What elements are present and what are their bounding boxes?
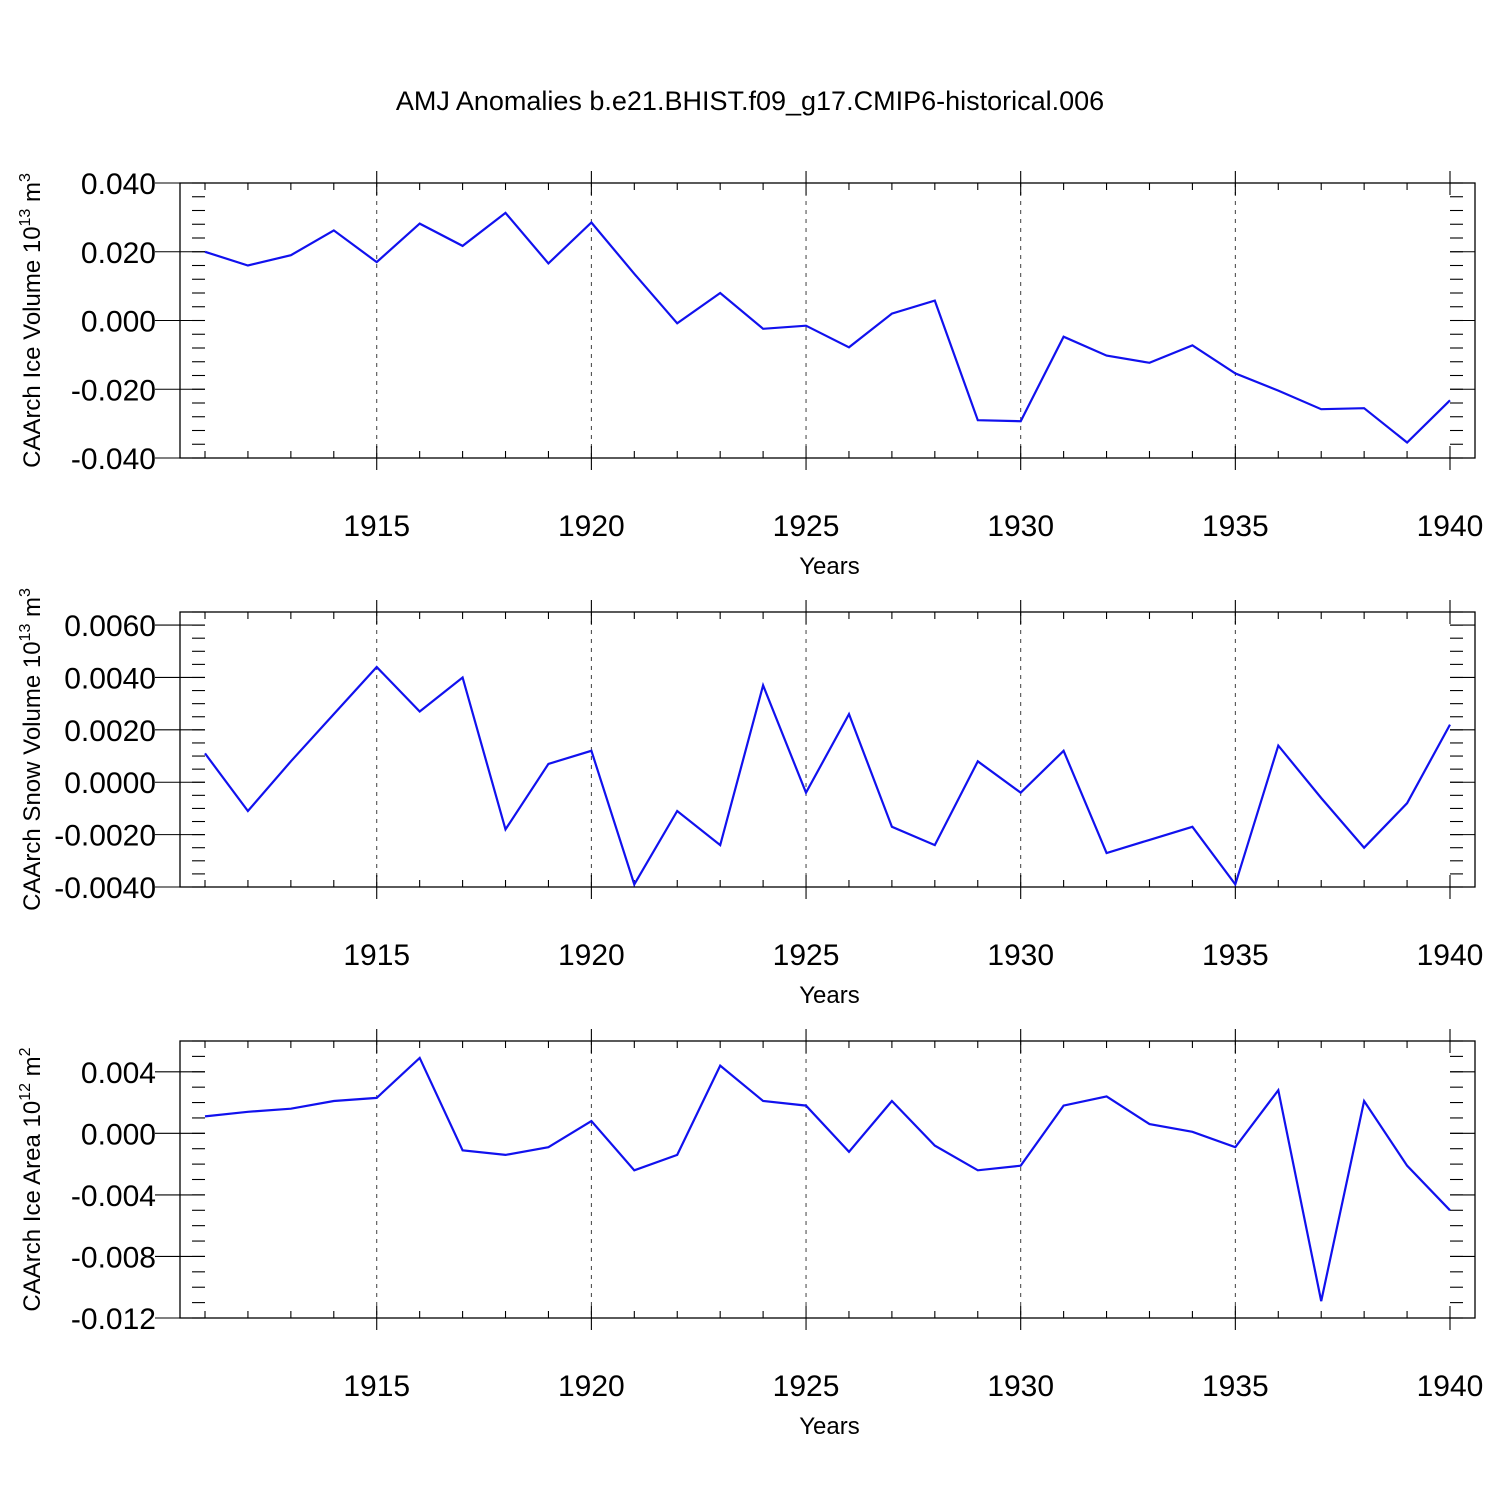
x-tick-label: 1920: [558, 939, 625, 972]
y-tick-label: 0.0020: [64, 715, 156, 748]
y-tick-label: 0.000: [81, 306, 156, 339]
y-tick-label: -0.008: [71, 1241, 156, 1274]
y-tick-label: -0.040: [71, 443, 156, 476]
plot-frame: [179, 611, 1476, 888]
x-tick-label: 1940: [1417, 510, 1484, 543]
x-tick-label: 1935: [1202, 1370, 1269, 1403]
x-tick-label: 1940: [1417, 939, 1484, 972]
x-axis-title: Years: [799, 1413, 860, 1440]
x-tick-label: 1935: [1202, 510, 1269, 543]
series-line: [204, 665, 1451, 888]
x-tick-label: 1915: [343, 939, 410, 972]
y-tick-label: 0.0040: [64, 662, 156, 695]
y-tick-label: -0.004: [71, 1180, 156, 1213]
y-axis-title: CAArch Snow Volume 1013 m3: [17, 588, 46, 911]
y-tick-label: 0.0060: [64, 610, 156, 643]
y-axis-title: CAArch Ice Volume 1013 m3: [17, 173, 46, 468]
panel-snow-volume: 1915 1920 1925 1930 1935 1940 Years -0.0040 -0.0…: [17, 588, 1483, 1009]
x-tick-label: 1925: [773, 510, 840, 543]
x-axis-title: Years: [799, 553, 860, 580]
x-tick-label: 1930: [987, 939, 1054, 972]
x-tick-label: 1935: [1202, 939, 1269, 972]
y-tick-label: 0.020: [81, 237, 156, 270]
x-tick-label: 1915: [343, 510, 410, 543]
x-tick-label: 1930: [987, 510, 1054, 543]
chart-title: AMJ Anomalies b.e21.BHIST.f09_g17.CMIP6-…: [396, 86, 1104, 116]
y-tick-label: -0.020: [71, 374, 156, 407]
y-tick-label: 0.000: [81, 1118, 156, 1151]
panel-ice-volume: 1915 1920 1925 1930 1935 1940 Years -0.040 -0.02…: [17, 168, 1483, 580]
x-tick-label: 1920: [558, 510, 625, 543]
plot-frame: [179, 1040, 1476, 1319]
series-line: [204, 211, 1451, 444]
x-axis-title: Years: [799, 982, 860, 1009]
x-tick-label: 1925: [773, 939, 840, 972]
y-axis-title: CAArch Ice Area 1012 m2: [17, 1047, 46, 1311]
y-tick-label: -0.012: [71, 1303, 156, 1336]
x-tick-label: 1915: [343, 1370, 410, 1403]
panel-ice-area: 1915 1920 1925 1930 1935 1940 Years -0.012 -0.00…: [17, 1029, 1483, 1440]
x-tick-label: 1925: [773, 1370, 840, 1403]
plot-frame: [179, 182, 1476, 459]
y-tick-label: -0.0040: [54, 872, 156, 905]
y-tick-label: 0.040: [81, 168, 156, 201]
x-tick-label: 1920: [558, 1370, 625, 1403]
y-tick-label: 0.0000: [64, 767, 156, 800]
series-line: [204, 1056, 1451, 1302]
y-tick-label: 0.004: [81, 1057, 156, 1090]
y-tick-label: -0.0020: [54, 820, 156, 853]
x-tick-label: 1940: [1417, 1370, 1484, 1403]
x-tick-label: 1930: [987, 1370, 1054, 1403]
